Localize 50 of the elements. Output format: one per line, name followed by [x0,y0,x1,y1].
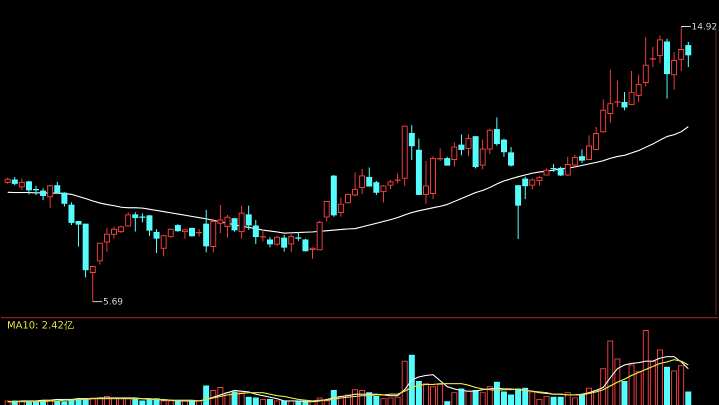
bar [444,401,450,405]
candlestick [458,134,464,156]
bar [472,390,479,405]
bar [232,391,238,405]
candlestick [324,200,330,222]
candlestick [90,266,96,302]
candlestick [650,46,656,68]
candlestick [288,234,294,253]
bar [685,391,692,405]
candlestick [260,229,266,242]
candlestick [408,124,415,161]
candlestick [656,34,663,64]
candlestick [18,178,25,190]
candlestick [252,219,259,245]
candlestick [380,184,386,203]
candlestick [621,92,628,111]
candlestick [508,146,514,168]
candlestick [642,36,649,87]
candlestick [246,205,252,230]
candlestick [182,228,188,240]
annotation: 14.92 [691,22,718,32]
candlestick [302,238,308,252]
candlestick [359,168,366,195]
bar [664,366,670,405]
candlestick [238,205,245,240]
candlestick [40,188,46,201]
candlestick [154,228,160,254]
candlestick [203,209,210,253]
bar [458,388,464,405]
candlestick [578,148,585,164]
candlestick [678,26,684,72]
text: MA10: 2.42亿 [6,320,74,332]
candlestick [96,242,103,266]
candlestick [338,197,344,218]
candlestick [47,184,54,208]
candlestick [466,134,472,156]
candlestick [266,236,273,248]
bar [578,394,585,405]
bar [621,380,628,405]
candlestick [125,212,132,228]
bar [266,398,273,405]
candlestick [281,234,288,252]
candlestick [394,172,401,184]
candlestick [274,234,280,246]
candlestick [671,52,678,90]
annotation: 5.69 [103,298,124,308]
candlestick [451,142,458,168]
candlestick [232,218,238,232]
candlestick [685,42,692,68]
bar [203,385,210,405]
